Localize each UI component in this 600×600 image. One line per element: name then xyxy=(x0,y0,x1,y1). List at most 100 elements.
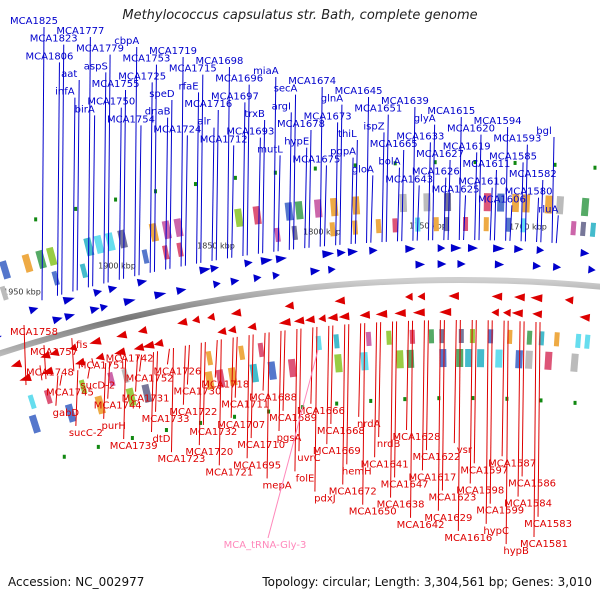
gene-label-bottom: MCA1720 xyxy=(185,447,233,458)
gene-label-top: MCA1693 xyxy=(226,127,274,138)
feature-block xyxy=(148,222,160,242)
gene-connector xyxy=(71,338,75,372)
gene-arrow xyxy=(564,296,574,305)
gene-label-top: MCA1643 xyxy=(385,174,433,185)
gene-connector xyxy=(489,320,493,504)
gene-label-bottom: MCA1623 xyxy=(428,493,476,504)
gene-arrow xyxy=(437,260,447,269)
scale-tick xyxy=(96,444,100,449)
scale-tick xyxy=(114,197,118,202)
gene-arrow xyxy=(369,246,378,255)
gene-connector xyxy=(103,72,107,284)
gene-connector xyxy=(257,137,261,254)
feature-block xyxy=(249,363,260,383)
gene-label-top: MCA1698 xyxy=(196,56,244,67)
scale-tick xyxy=(313,166,317,171)
gene-label-bottom: MCA1650 xyxy=(349,507,397,518)
gene-connector xyxy=(362,323,366,505)
gene-connector xyxy=(76,79,80,291)
gene-label-bottom: MCA1731 xyxy=(122,394,170,405)
gene-connector xyxy=(266,332,270,479)
gene-arrow xyxy=(336,249,346,257)
gene-label-bottom: MCA1723 xyxy=(158,454,206,465)
gene-label-bottom: MCA1730 xyxy=(173,387,221,398)
gene-connector xyxy=(441,320,445,491)
gene-label-bottom: MCA1629 xyxy=(424,513,472,524)
gene-arrow xyxy=(532,261,542,270)
gene-label-top: miaA xyxy=(253,66,279,77)
gene-label-bottom: MCA1581 xyxy=(520,539,568,550)
gene-arrow xyxy=(514,244,524,253)
gene-label-bottom: MCA1583 xyxy=(524,519,572,530)
gene-label-top: MCA1715 xyxy=(169,64,217,75)
feature-block xyxy=(46,246,58,267)
feature-block xyxy=(176,242,184,258)
gene-connector xyxy=(540,179,544,243)
gene-label-bottom: hemH xyxy=(342,466,372,477)
feature-block xyxy=(433,217,439,232)
gene-connector xyxy=(469,320,473,484)
gene-label-bottom: MCA1721 xyxy=(205,467,253,478)
gene-label-bottom: MCA1628 xyxy=(393,432,441,443)
scale-tick xyxy=(437,396,441,401)
gene-label-top: MCA1725 xyxy=(118,71,166,82)
gene-connector xyxy=(520,162,524,242)
gene-connector xyxy=(41,26,45,301)
gene-arrow xyxy=(52,316,63,325)
gene-connector xyxy=(87,366,91,379)
scale-tick xyxy=(267,409,271,414)
kbp-label: 1800 kbp xyxy=(303,227,341,236)
scale-tick xyxy=(335,401,339,406)
gene-connector xyxy=(412,106,416,241)
gene-arrow xyxy=(62,296,75,305)
gene-connector xyxy=(169,99,173,269)
gene-arrow xyxy=(192,315,201,324)
gene-label-top: MCA1675 xyxy=(293,154,341,165)
gene-arrow xyxy=(230,277,240,286)
gene-arrow xyxy=(536,245,545,254)
scale-tick xyxy=(34,217,38,222)
gene-connector xyxy=(155,351,159,412)
gene-connector xyxy=(226,66,230,259)
gene-label-top: secA xyxy=(274,84,298,95)
gene-label-top: MCA1674 xyxy=(288,76,336,87)
scale-tick xyxy=(130,435,134,440)
genome-title: Methylococcus capsulatus str. Bath, comp… xyxy=(122,8,478,23)
gene-label-top: MCA1626 xyxy=(412,167,460,178)
gene-arrow xyxy=(375,309,388,318)
gene-arrow xyxy=(318,314,326,323)
gene-connector xyxy=(555,215,559,244)
gene-label-bottom: MCA1597 xyxy=(460,465,508,476)
gene-label-bottom: MCA1586 xyxy=(508,478,556,489)
feature-block xyxy=(352,220,359,235)
feature-block xyxy=(205,350,214,366)
gene-arrow xyxy=(310,267,321,276)
gene-label-bottom: folE xyxy=(296,473,315,484)
kbp-label: 1700 kbp xyxy=(509,223,547,232)
feature-block xyxy=(333,334,340,349)
gene-label-bottom: MCA1617 xyxy=(408,472,456,483)
gene-connector xyxy=(310,327,314,404)
gene-connector xyxy=(242,102,246,257)
gene-connector xyxy=(457,319,461,531)
gene-arrow xyxy=(502,308,511,317)
feature-block xyxy=(267,361,277,381)
gene-connector xyxy=(23,324,27,386)
gene-connector xyxy=(374,322,378,458)
feature-block xyxy=(117,229,128,249)
gene-arrow xyxy=(64,313,76,321)
gene-connector xyxy=(346,324,350,465)
gene-label-top: MCA1825 xyxy=(10,16,58,27)
gene-connector xyxy=(288,112,292,250)
feature-block xyxy=(525,350,533,369)
feature-block xyxy=(238,345,246,361)
gene-label-top: MCA1615 xyxy=(427,106,475,117)
scale-tick xyxy=(393,161,397,166)
feature-block xyxy=(141,249,150,264)
gene-connector xyxy=(262,119,266,254)
gene-connector xyxy=(149,82,153,273)
gene-arrow xyxy=(415,260,426,269)
feature-block xyxy=(458,328,464,344)
gene-connector xyxy=(354,139,358,244)
gene-connector xyxy=(304,147,308,249)
